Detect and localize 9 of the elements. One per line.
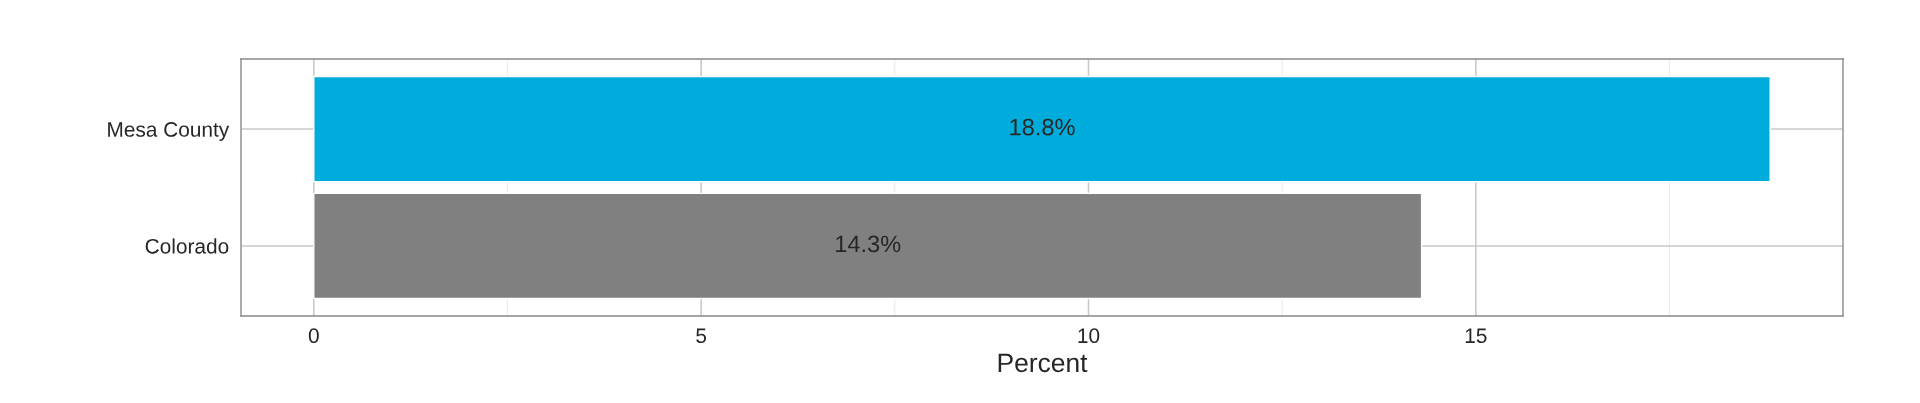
y-tick-label: Mesa County [108, 122, 230, 141]
data-label: 18.8% [1010, 118, 1075, 136]
y-tick-label: Colorado [145, 238, 229, 254]
data-label: 14.3% [836, 235, 901, 253]
x-tick-label: 0 [308, 328, 319, 344]
x-tick-label: 10 [1078, 328, 1100, 344]
x-tick-label: 5 [696, 328, 707, 344]
x-tick-label: 15 [1465, 328, 1487, 344]
x-axis-title: Percent [998, 353, 1088, 373]
